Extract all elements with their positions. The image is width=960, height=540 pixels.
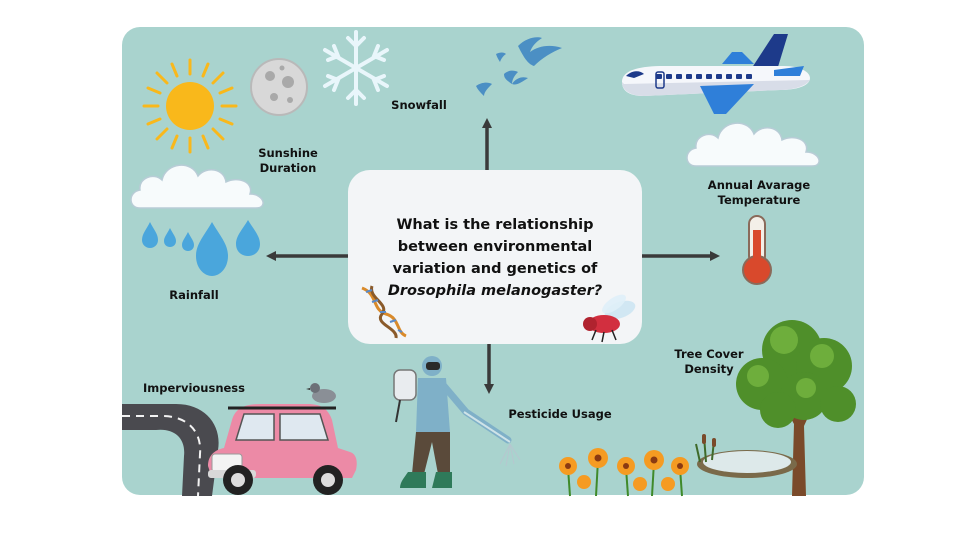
thermometer-icon [742,215,772,285]
label-rainfall: Rainfall [169,288,219,302]
flowers-icon [559,448,689,497]
birds-icon [476,37,562,96]
car-icon [208,404,357,495]
question-species: Drosophila melanogaster? [387,283,603,299]
label-sunshine-duration: Sunshine Duration [258,146,318,175]
dna-icon [361,285,407,339]
raindrops-icon [142,220,260,276]
fly-icon [583,294,636,343]
cloud-icon [130,164,264,209]
airplane-icon [622,34,810,114]
label-pesticide-usage: Pesticide Usage [508,407,612,421]
snowflake-icon [323,30,389,106]
label-tree-cover-density: Tree Cover Density [664,347,754,377]
label-annual-temperature-line-1: Annual Avarage [707,178,811,192]
question-line-3: variation and genetics of [392,261,598,277]
sprayer-person-icon [393,356,521,488]
label-annual-temperature-line-2: Temperature [717,193,801,207]
label-annual-temperature: Annual Avarage Temperature [706,178,812,208]
sun-icon [142,58,238,154]
question-line-2: between environmental [397,239,593,255]
tree-icon [736,320,856,496]
label-tree-cover-line-1: Tree Cover [674,347,744,361]
label-snowfall: Snowfall [391,98,447,112]
cloud-icon [686,122,820,167]
question-line-1: What is the relationship [396,217,594,233]
pigeon-icon [306,383,336,403]
central-question-box [348,170,642,344]
pond-icon [695,434,797,478]
label-imperviousness: Imperviousness [142,381,245,395]
central-question: What is the relationship between environ… [362,214,628,302]
road-icon [122,404,219,497]
label-tree-cover-line-2: Density [684,362,734,376]
moon-icon [250,58,308,116]
